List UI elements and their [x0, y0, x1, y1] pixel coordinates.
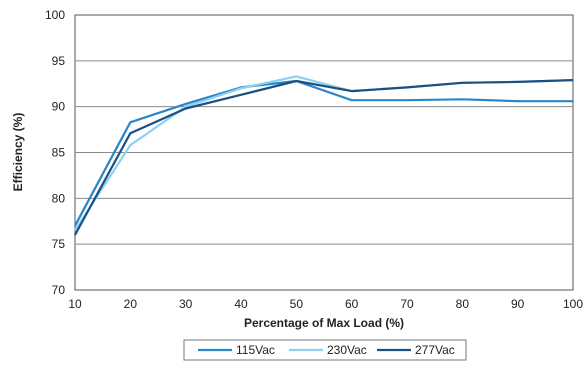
y-tick-label: 90 — [52, 100, 66, 114]
grid-lines — [75, 60, 573, 245]
y-tick-label: 85 — [52, 146, 66, 160]
y-tick-labels: 70 75 80 85 90 95 100 — [45, 8, 65, 297]
x-axis-title: Percentage of Max Load (%) — [244, 316, 404, 330]
legend-label-115Vac: 115Vac — [236, 343, 275, 357]
x-tick-label: 90 — [511, 297, 525, 311]
y-tick-label: 100 — [45, 8, 65, 22]
y-tick-label: 95 — [52, 54, 66, 68]
legend-label-230Vac: 230Vac — [327, 343, 367, 357]
legend-label-277Vac: 277Vac — [415, 343, 455, 357]
x-tick-label: 80 — [456, 297, 470, 311]
legend-box — [183, 339, 467, 361]
series-lines — [74, 75, 574, 236]
x-tick-label: 100 — [563, 297, 583, 311]
x-tick-label: 10 — [68, 297, 82, 311]
x-tick-label: 20 — [124, 297, 138, 311]
x-tick-label: 40 — [234, 297, 248, 311]
series-line-277Vac — [74, 79, 574, 236]
y-tick-label: 70 — [52, 283, 66, 297]
legend: 115Vac 230Vac 277Vac — [183, 339, 467, 361]
x-tick-label: 60 — [345, 297, 359, 311]
y-axis-title: Efficiency (%) — [11, 113, 25, 192]
y-tick-label: 80 — [52, 191, 66, 205]
y-tick-label: 75 — [52, 237, 66, 251]
x-tick-labels: 10 20 30 40 50 60 70 80 90 100 — [68, 297, 583, 311]
series-line-115Vac — [74, 79, 573, 227]
x-tick-label: 30 — [179, 297, 193, 311]
x-tick-label: 50 — [290, 297, 304, 311]
x-tick-label: 70 — [400, 297, 414, 311]
